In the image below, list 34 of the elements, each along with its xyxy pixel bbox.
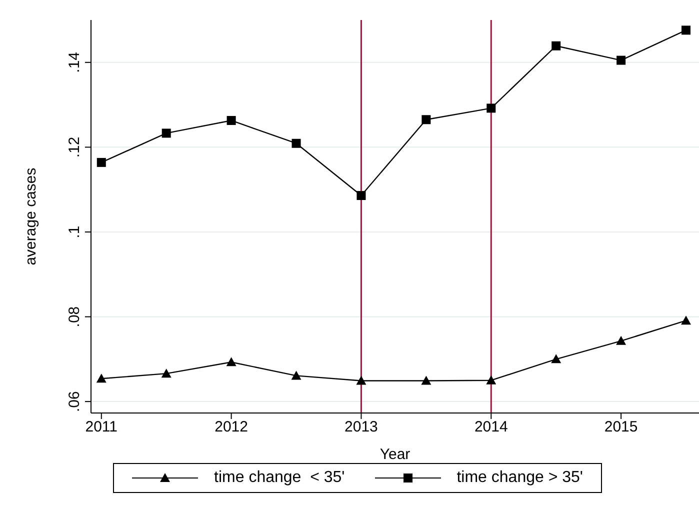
x-tick-label: 2011 <box>85 418 118 436</box>
x-axis-title: Year <box>380 446 410 463</box>
y-axis-title: average cases <box>22 168 40 266</box>
legend-label: time change < 35' <box>214 469 345 487</box>
point <box>162 128 171 138</box>
point <box>422 115 431 124</box>
y-tick-label: .12 <box>66 136 83 158</box>
point <box>96 374 106 383</box>
point <box>356 376 366 385</box>
point <box>551 354 562 364</box>
x-tick-label: 2013 <box>344 418 378 436</box>
y-tick-label: .06 <box>66 391 83 412</box>
point <box>616 336 626 345</box>
point <box>292 138 301 148</box>
point <box>682 26 691 35</box>
point <box>421 376 432 385</box>
y-tick-label: .1 <box>66 226 83 238</box>
point <box>552 41 561 50</box>
y-tick-label: .08 <box>66 306 83 328</box>
point <box>226 116 236 125</box>
point <box>486 375 496 384</box>
point <box>486 104 496 113</box>
point <box>96 158 106 167</box>
point <box>356 191 366 200</box>
x-tick-label: 2012 <box>214 418 248 436</box>
point <box>161 368 172 378</box>
y-tick-label: .14 <box>66 52 83 73</box>
x-tick-label: 2014 <box>474 418 508 436</box>
legend-label: time change > 35' <box>456 469 583 487</box>
point <box>291 370 302 380</box>
point <box>616 56 626 65</box>
point <box>681 316 692 325</box>
x-tick-label: 2015 <box>604 418 638 436</box>
point <box>226 357 236 366</box>
